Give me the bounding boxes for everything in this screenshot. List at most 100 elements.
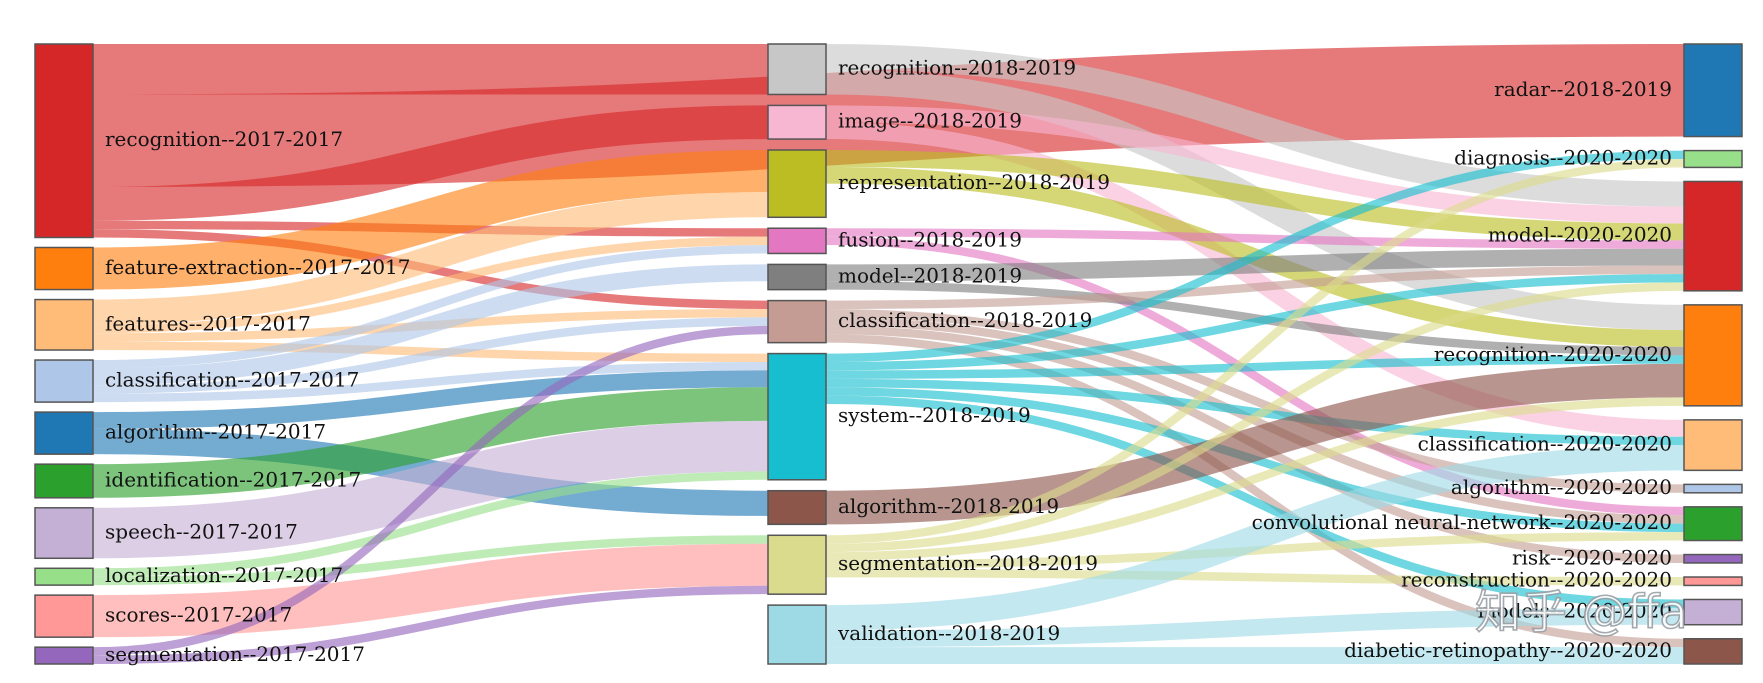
sankey-node	[34, 43, 94, 239]
sankey-link	[92, 105, 769, 221]
sankey-link	[92, 361, 769, 403]
sankey-link	[825, 273, 1685, 371]
sankey-node-label: radar--2018-2019	[1494, 77, 1672, 101]
sankey-node	[1683, 149, 1743, 169]
sankey-link	[825, 228, 1685, 249]
sankey-node-label: diabetic-retinopathy--2020-2020	[1344, 638, 1672, 662]
sankey-node-label: localization--2017-2017	[105, 563, 343, 587]
sankey-node	[767, 227, 827, 255]
sankey-node	[767, 604, 827, 665]
sankey-node	[767, 352, 827, 481]
sankey-link	[92, 149, 769, 290]
sankey-nodes	[34, 43, 1743, 665]
sankey-node	[767, 104, 827, 140]
sankey-node-label: system--2018-2019	[838, 403, 1031, 427]
sankey-node-label: recognition--2017-2017	[105, 127, 343, 151]
sankey-node	[767, 43, 827, 96]
sankey-node-label: speech--2017-2017	[105, 520, 298, 544]
sankey-node-label: convolutional neural-network--2020-2020	[1252, 510, 1672, 534]
sankey-node-label: identification--2017-2017	[105, 467, 361, 491]
sankey-node-label: recognition--2018-2019	[838, 56, 1076, 80]
sankey-node	[34, 298, 94, 351]
sankey-node	[34, 246, 94, 291]
sankey-node	[34, 646, 94, 665]
sankey-node-label: risk--2020-2020	[1512, 545, 1672, 569]
sankey-link	[92, 192, 769, 325]
sankey-node-label: recognition--2020-2020	[1434, 342, 1672, 366]
sankey-link	[825, 363, 1685, 525]
sankey-node-label: classification--2020-2020	[1418, 432, 1672, 456]
sankey-link	[825, 265, 1685, 309]
sankey-link	[92, 325, 769, 656]
sankey-link	[825, 607, 1685, 648]
sankey-link	[825, 158, 1685, 544]
sankey-link	[92, 585, 769, 665]
sankey-node	[1683, 419, 1743, 472]
sankey-link	[825, 395, 1685, 608]
sankey-link	[92, 370, 769, 429]
sankey-link	[825, 236, 1685, 516]
sankey-node	[34, 359, 94, 403]
sankey-link	[825, 445, 1685, 631]
sankey-link	[825, 105, 1685, 224]
sankey-labels: recognition--2017-2017 feature-extraction…	[105, 56, 1672, 666]
sankey-node	[767, 299, 827, 344]
sankey-links	[92, 43, 1685, 665]
sankey-link	[92, 387, 769, 498]
sankey-link	[92, 317, 769, 394]
sankey-node	[34, 507, 94, 560]
sankey-node	[767, 263, 827, 291]
watermark-text: 知乎 @ffa	[1475, 585, 1688, 639]
sankey-node	[1683, 304, 1743, 407]
sankey-link	[92, 236, 769, 334]
sankey-node	[767, 149, 827, 219]
sankey-node-label: features--2017-2017	[105, 311, 311, 335]
sankey-node	[1683, 553, 1743, 564]
sankey-node-label: fusion--2018-2019	[838, 227, 1022, 251]
sankey-node	[767, 534, 827, 595]
sankey-node-label: segmentation--2017-2017	[105, 642, 365, 666]
sankey-node	[1683, 180, 1743, 292]
sankey-node	[1683, 576, 1743, 587]
sankey-node-label: feature-extraction--2017-2017	[105, 255, 411, 279]
sankey-node-label: reconstruction--2020-2020	[1401, 568, 1672, 592]
sankey-node	[1683, 506, 1743, 542]
sankey-node-label: image--2018-2019	[838, 109, 1022, 133]
sankey-node	[34, 411, 94, 455]
sankey-node-label: algorithm--2017-2017	[105, 420, 326, 444]
sankey-link	[92, 535, 769, 586]
sankey-link	[92, 471, 769, 577]
sankey-node-label: representation--2018-2019	[838, 170, 1110, 194]
sankey-node-label: classification--2018-2019	[838, 308, 1092, 332]
sankey-node-label: algorithm--2018-2019	[838, 494, 1059, 518]
sankey-node	[1683, 43, 1743, 138]
sankey-link	[92, 264, 769, 386]
sankey-node-label: classification--2017-2017	[105, 368, 359, 392]
sankey-node	[1683, 638, 1743, 665]
sankey-link	[825, 378, 1685, 446]
sankey-node	[1683, 598, 1743, 626]
sankey-link	[825, 150, 1685, 362]
sankey-link	[825, 397, 1685, 561]
sankey-node-label: validation--2018-2019	[837, 621, 1060, 645]
sankey-node	[34, 463, 94, 499]
sankey-link	[825, 568, 1685, 586]
sankey-node-label: algorithm--2020-2020	[1451, 475, 1672, 499]
sankey-link	[825, 248, 1685, 282]
sankey-node-label: segmentation--2018-2019	[838, 551, 1098, 575]
sankey-link	[92, 245, 769, 369]
sankey-node-label: scores--2017-2017	[105, 603, 292, 627]
sankey-node-label: model--2018-2019	[838, 264, 1022, 288]
sankey-node	[1683, 483, 1743, 494]
sankey-node-label: models--2020-2020	[1478, 599, 1672, 623]
sankey-link	[92, 543, 769, 638]
sankey-node	[34, 567, 94, 586]
sankey-node-label: model--2020-2020	[1488, 223, 1672, 247]
sankey-link	[825, 149, 1685, 241]
sankey-link	[825, 282, 1685, 553]
sankey-node	[34, 594, 94, 638]
sankey-node	[767, 489, 827, 526]
sankey-node-label: diagnosis--2020-2020	[1454, 146, 1672, 170]
sankey-link	[825, 355, 1685, 379]
